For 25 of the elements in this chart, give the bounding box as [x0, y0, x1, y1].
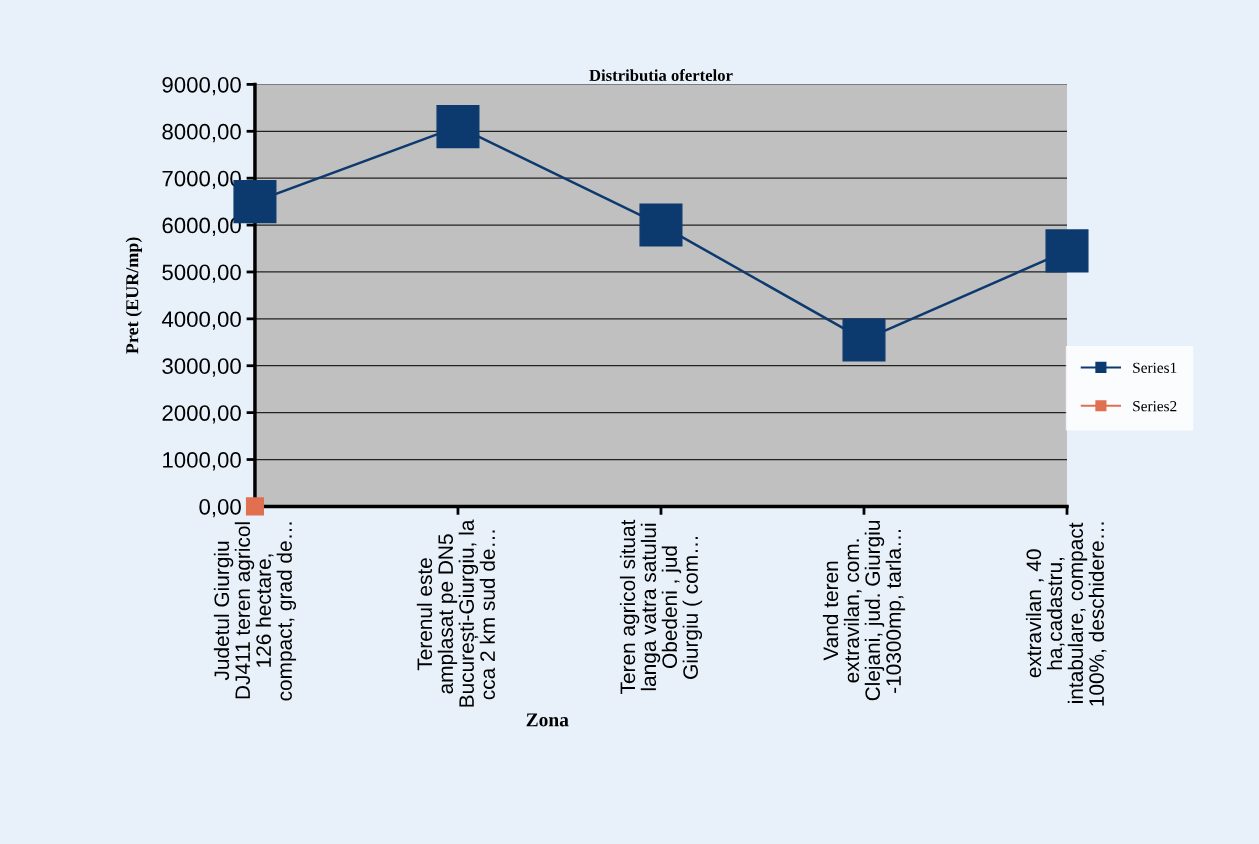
y-tick-label: 8000,00 — [162, 123, 241, 143]
point — [842, 318, 886, 362]
x-tick-label: Terenul este amplasat pe DN5 București-Giurgiu, la cca 2 km sud de… — [416, 519, 495, 707]
legend-label: Series1 — [1133, 362, 1177, 373]
y-tick-label: 6000,00 — [162, 217, 241, 236]
x-tick-label: Judetul Giurgiu DJ411 teren agricol 126 hectare, compact, grad de… — [213, 522, 297, 701]
y-tick-label: 0,00 — [199, 498, 241, 518]
x-tick-label: extravilan , 40 ha,cadastru, intabulare, compact 100%, deschidere… — [1025, 522, 1107, 706]
y-axis-title: Pret (EUR/mp) — [125, 237, 142, 354]
point — [1045, 229, 1089, 273]
legend-label: Series2 — [1133, 401, 1177, 412]
chart-title: Distributia ofertelor — [589, 69, 733, 82]
x-tick-label: Vand teren extravilan, com. Clejani, jud. Giurgiu -10300mp, tarla… — [822, 520, 906, 701]
y-tick-label: 1000,00 — [163, 452, 241, 471]
y-tick-label: 3000,00 — [162, 358, 241, 377]
y-tick-label: 2000,00 — [162, 405, 241, 424]
y-tick-label: 9000,00 — [162, 76, 241, 96]
x-tick-label: Teren agricol situat langa vatra satului Obedeni , jud Giurgiu ( com… — [619, 519, 703, 694]
y-tick-label: 5000,00 — [162, 264, 241, 283]
point — [639, 203, 683, 247]
y-tick-label: 7000,00 — [162, 170, 241, 190]
y-tick-label: 4000,00 — [161, 311, 241, 330]
point — [245, 497, 264, 516]
point — [436, 105, 480, 149]
x-axis-title: Zona — [526, 713, 569, 727]
